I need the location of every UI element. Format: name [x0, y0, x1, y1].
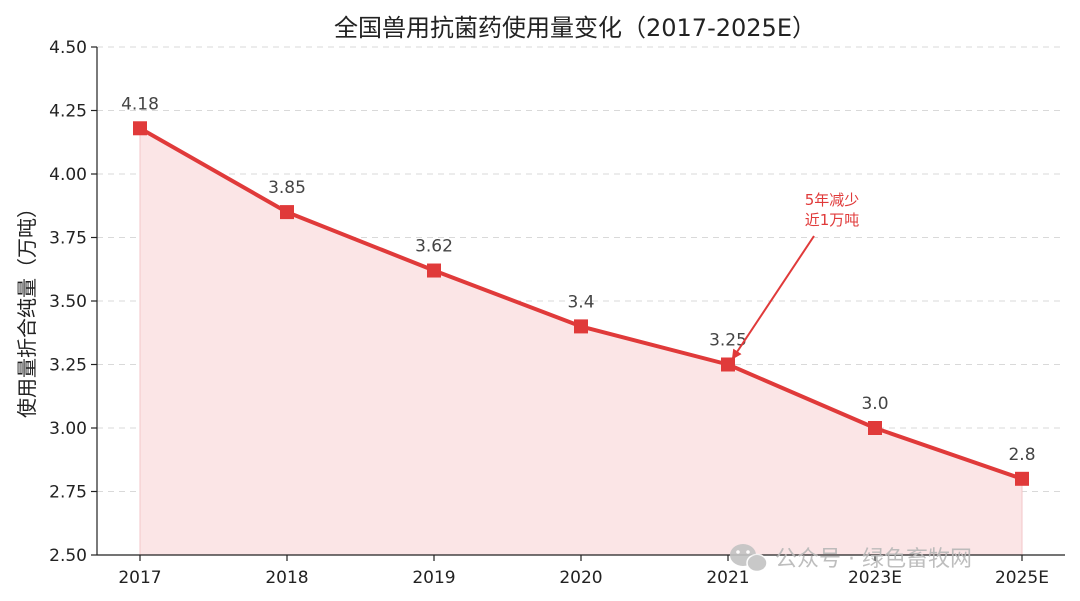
data-label: 3.0 — [861, 394, 888, 414]
chart-title: 全国兽用抗菌药使用量变化（2017-2025E） — [334, 14, 816, 42]
x-tick-label: 2018 — [265, 568, 308, 588]
y-tick-label: 2.75 — [49, 483, 87, 503]
annotation-arrow — [731, 235, 815, 360]
data-markers — [133, 121, 1029, 486]
x-tick-label: 2025E — [995, 568, 1049, 588]
data-point — [721, 357, 735, 372]
watermark: 公众号 · 绿色畜牧网 — [730, 544, 972, 573]
y-tick-label: 4.25 — [49, 102, 87, 122]
y-tick-label: 2.50 — [49, 546, 87, 566]
data-label: 3.25 — [709, 331, 747, 351]
data-point — [427, 263, 441, 278]
annotation: 5年减少 近1万吨 — [731, 191, 860, 360]
data-labels: 4.18 3.85 3.62 3.4 3.25 3.0 2.8 — [121, 94, 1035, 465]
y-axis-label: 使用量折合纯量（万吨） — [15, 198, 39, 418]
y-tick-label: 3.00 — [49, 419, 87, 439]
data-label: 3.4 — [567, 292, 594, 312]
y-tick-label: 4.00 — [49, 165, 87, 185]
data-point — [1015, 471, 1029, 486]
x-tick-label: 2023E — [848, 568, 902, 588]
y-ticks: 2.50 2.75 3.00 3.25 3.50 3.75 4.00 4.25 4.50 — [49, 38, 97, 566]
x-tick-label: 2019 — [412, 568, 455, 588]
y-tick-label: 3.25 — [49, 356, 87, 376]
x-tick-label: 2021 — [706, 568, 749, 588]
annotation-line-1: 5年减少 — [805, 191, 860, 209]
data-point — [133, 121, 147, 136]
y-tick-label: 4.50 — [49, 38, 87, 58]
annotation-line-2: 近1万吨 — [805, 211, 860, 229]
data-label: 3.62 — [415, 237, 453, 257]
data-point — [280, 205, 294, 220]
x-tick-label: 2020 — [559, 568, 602, 588]
y-tick-label: 3.75 — [49, 229, 87, 249]
data-label: 2.8 — [1008, 445, 1035, 465]
data-point — [868, 421, 882, 435]
wechat-icon — [730, 544, 768, 573]
data-label: 3.85 — [268, 178, 306, 198]
y-tick-label: 3.50 — [49, 292, 87, 312]
x-tick-label: 2017 — [118, 568, 161, 588]
x-ticks: 2017 2018 2019 2020 2021 2023E 2025E — [118, 555, 1049, 588]
data-point — [574, 319, 588, 334]
data-label: 4.18 — [121, 94, 159, 114]
watermark-text: 公众号 · 绿色畜牧网 — [775, 547, 972, 572]
